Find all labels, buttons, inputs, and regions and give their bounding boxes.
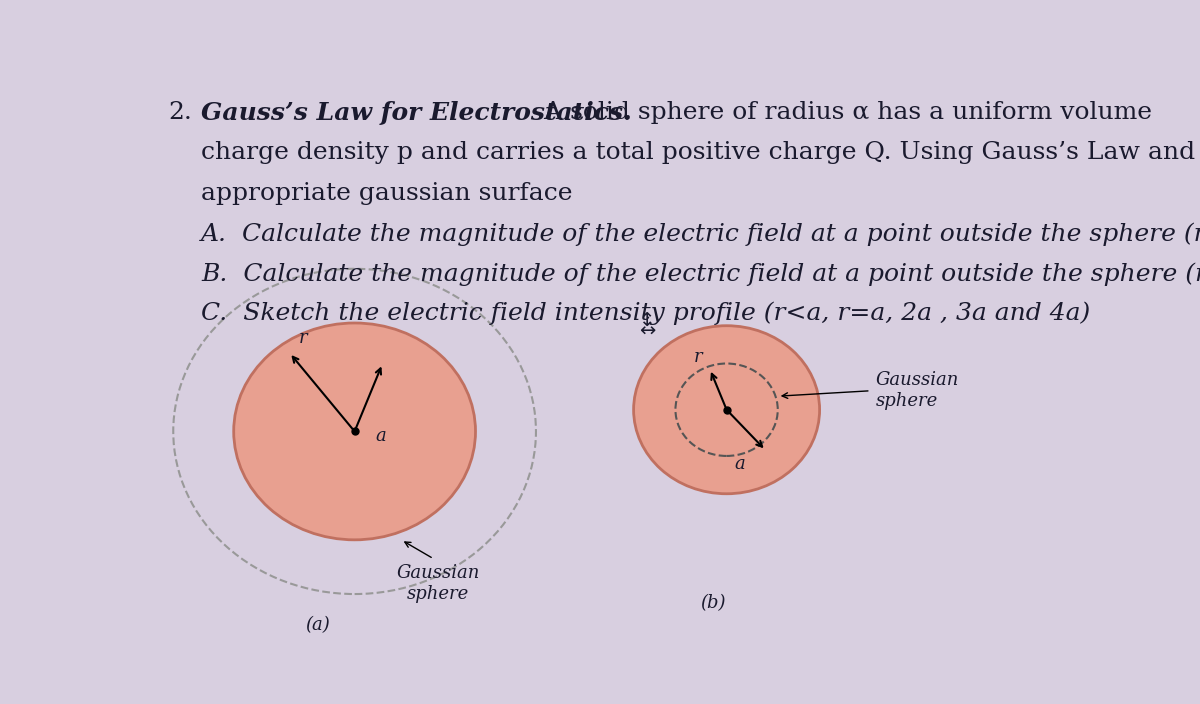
Text: a: a (734, 455, 745, 473)
Text: B.  Calculate the magnitude of the electric field at a point outside the sphere : B. Calculate the magnitude of the electr… (202, 263, 1200, 286)
Text: Gauss’s Law for Electrostatics.: Gauss’s Law for Electrostatics. (202, 101, 632, 125)
Text: Gaussian
sphere: Gaussian sphere (397, 564, 480, 603)
Text: charge density p and carries a total positive charge Q. Using Gauss’s Law and: charge density p and carries a total pos… (202, 142, 1195, 165)
Ellipse shape (634, 326, 820, 494)
Text: appropriate gaussian surface: appropriate gaussian surface (202, 182, 572, 205)
Text: ↕: ↕ (640, 310, 655, 329)
Text: ↔: ↔ (640, 322, 655, 341)
Text: a: a (376, 427, 386, 445)
Text: Gaussian
sphere: Gaussian sphere (876, 371, 959, 410)
Text: (a): (a) (305, 616, 330, 634)
Text: C.  Sketch the electric field intensity profile (r<a, r=a, 2a , 3a and 4a): C. Sketch the electric field intensity p… (202, 301, 1091, 325)
Text: 2.: 2. (168, 101, 192, 124)
Text: r: r (299, 329, 307, 347)
Text: A solid sphere of radius α has a uniform volume: A solid sphere of radius α has a uniform… (536, 101, 1152, 124)
Text: (b): (b) (700, 594, 725, 612)
Text: A.  Calculate the magnitude of the electric field at a point outside the sphere : A. Calculate the magnitude of the electr… (202, 222, 1200, 246)
Ellipse shape (234, 323, 475, 540)
Text: r: r (694, 348, 702, 366)
